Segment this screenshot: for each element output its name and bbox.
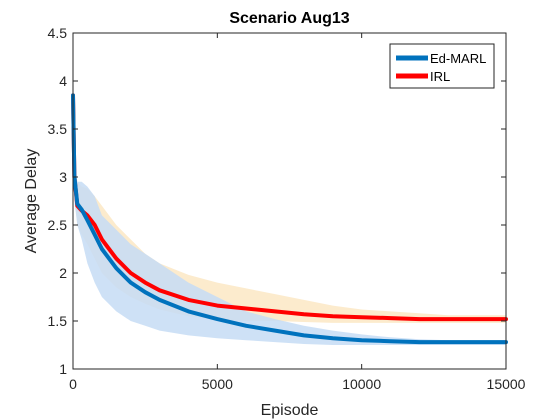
x-axis-label: Episode <box>261 402 319 419</box>
legend: Ed-MARL IRL <box>389 43 495 89</box>
y-axis-label: Average Delay <box>23 149 40 254</box>
confidence-bands <box>73 66 506 345</box>
chart-title: Scenario Aug13 <box>229 10 349 27</box>
plot-area <box>71 32 508 370</box>
y-tick-label: 4 <box>59 73 67 89</box>
y-tick-label: 4.5 <box>48 25 68 41</box>
series-lines <box>71 93 508 345</box>
x-tick-label: 10000 <box>342 376 381 392</box>
y-tick-label: 1 <box>59 361 67 377</box>
axes-box <box>72 32 507 370</box>
y-tick-label: 2 <box>59 265 67 281</box>
y-axis-ticks: 1 1.5 2 2.5 3 3.5 4 4.5 <box>48 25 506 377</box>
band-ed-marl <box>73 81 506 345</box>
y-tick-label: 3.5 <box>48 121 68 137</box>
y-tick-label: 3 <box>59 169 67 185</box>
legend-entry: Ed-MARL <box>430 51 486 66</box>
x-axis-ticks: 0 5000 10000 15000 <box>69 33 526 392</box>
y-tick-label: 1.5 <box>48 313 68 329</box>
legend-entry: IRL <box>430 69 450 84</box>
legend-box <box>389 43 495 89</box>
series-line-ed-marl <box>71 93 508 345</box>
x-tick-label: 15000 <box>487 376 526 392</box>
x-tick-label: 0 <box>69 376 77 392</box>
y-tick-label: 2.5 <box>48 217 68 233</box>
x-tick-label: 5000 <box>202 376 233 392</box>
